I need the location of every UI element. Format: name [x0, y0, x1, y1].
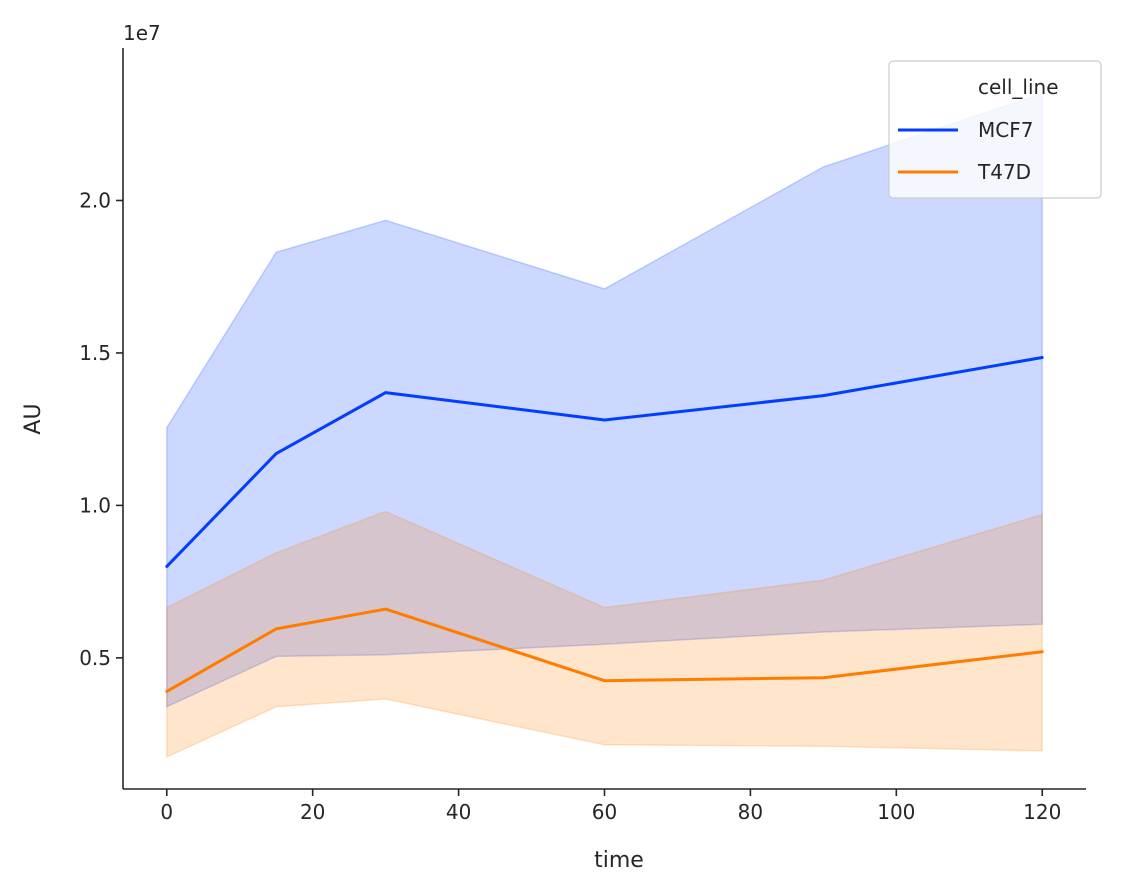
- series-line-t47d: [165, 607, 1044, 693]
- y-tick-label: 1.0: [79, 493, 111, 517]
- x-tick-label: 40: [446, 800, 471, 824]
- x-tick-label: 20: [300, 800, 325, 824]
- y-offset-label: 1e7: [123, 21, 161, 45]
- x-tick-label: 120: [1023, 800, 1061, 824]
- x-axis-label: time: [594, 848, 644, 873]
- series-line-mcf7: [165, 356, 1044, 568]
- x-tick-label: 100: [877, 800, 915, 824]
- legend-title: cell_line: [978, 75, 1059, 99]
- x-tick-label: 60: [592, 800, 617, 824]
- confidence-bands: [166, 92, 1043, 759]
- y-axis-ticks: 0.5 1.0 1.5 2.0: [79, 188, 123, 670]
- ci-band-t47d: [166, 510, 1043, 759]
- x-tick-label: 80: [738, 800, 763, 824]
- x-axis-ticks: 0 20 40 60 80 100 120: [160, 789, 1061, 824]
- legend: cell_line MCF7 T47D: [888, 60, 1102, 199]
- series-lines: [165, 356, 1044, 693]
- legend-label-t47d: T47D: [977, 160, 1031, 184]
- y-tick-label: 1.5: [79, 341, 111, 365]
- ci-band-mcf7: [166, 92, 1043, 708]
- legend-box: [888, 60, 1102, 199]
- y-tick-label: 2.0: [79, 188, 111, 212]
- y-axis-label: AU: [21, 403, 46, 434]
- x-tick-label: 0: [160, 800, 173, 824]
- legend-label-mcf7: MCF7: [978, 118, 1033, 142]
- y-tick-label: 0.5: [79, 646, 111, 670]
